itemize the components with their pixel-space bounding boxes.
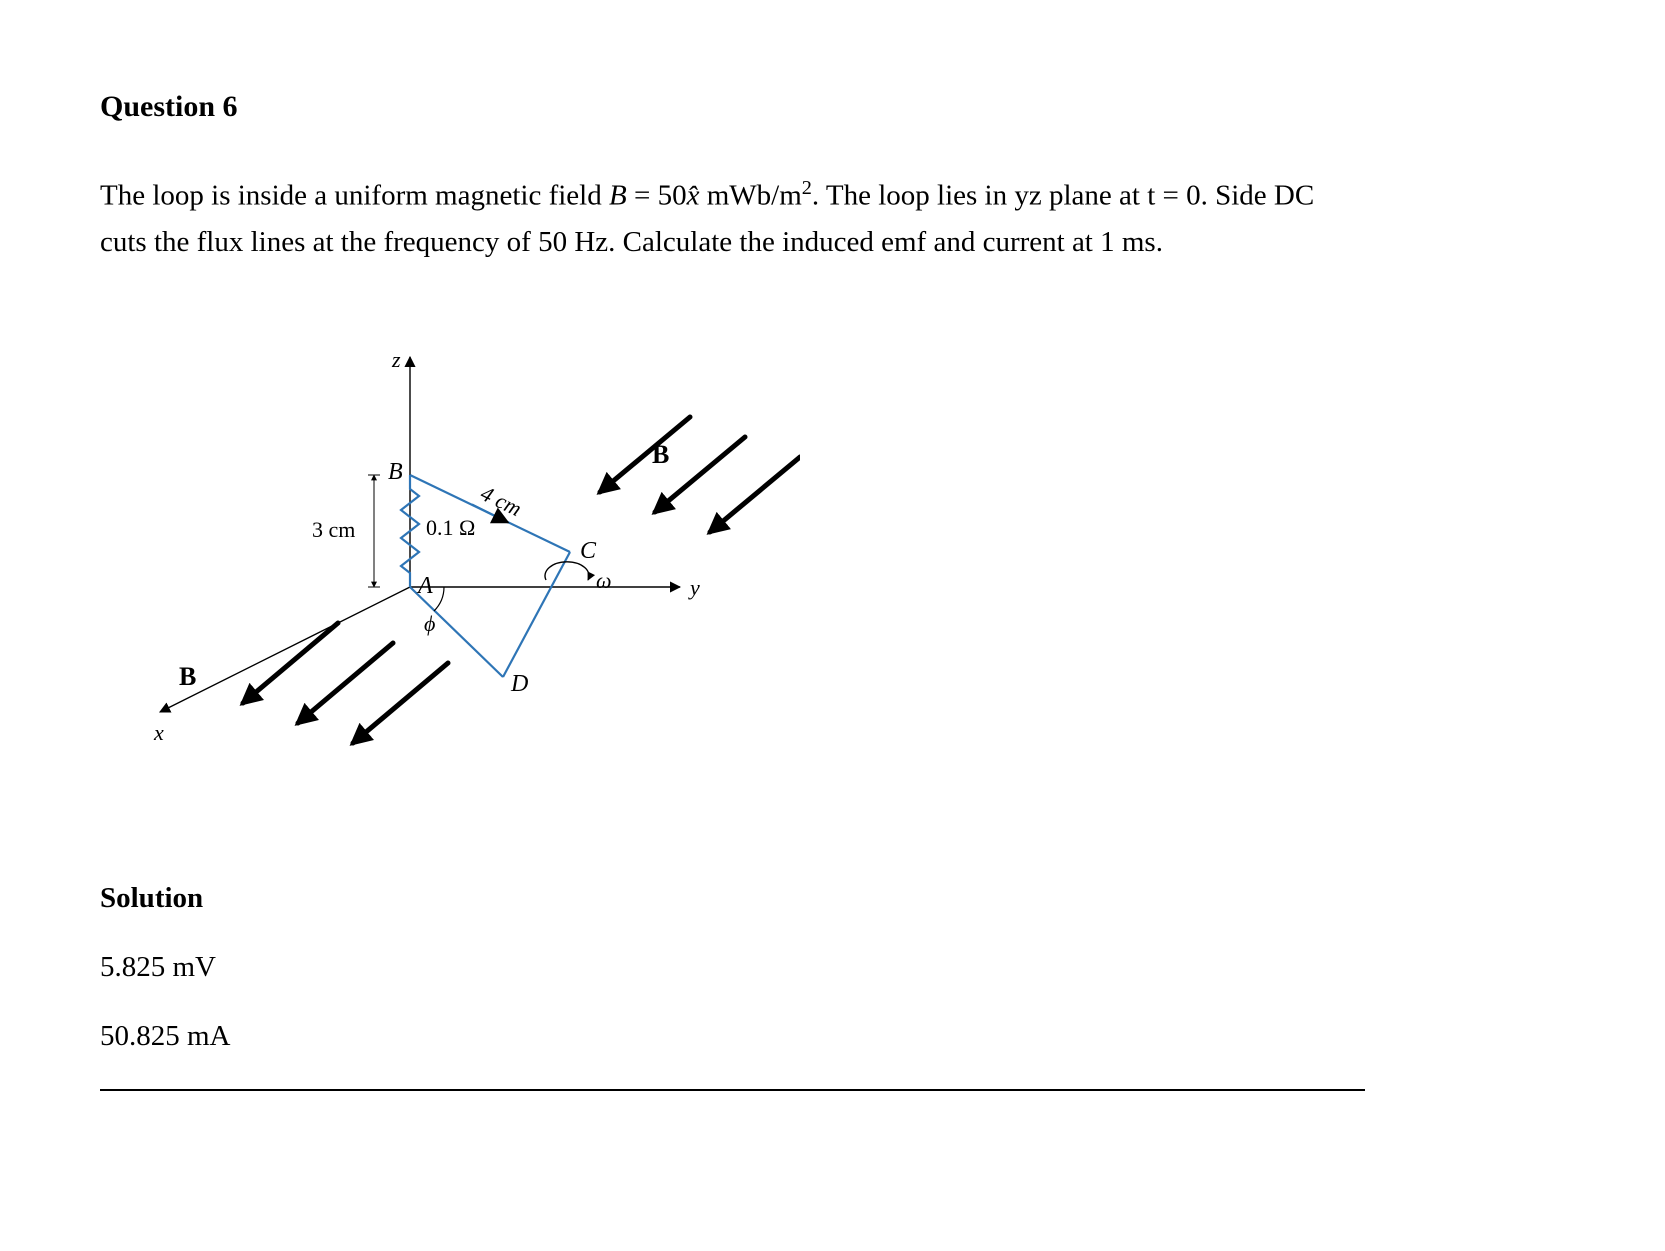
svg-text:B: B: [652, 440, 669, 469]
xhat: x̂: [687, 180, 700, 212]
question-text-part1: The loop is inside a uniform magnetic fi…: [100, 180, 609, 212]
answer-emf: 5.825 mV: [100, 951, 1365, 984]
svg-text:0.1 Ω: 0.1 Ω: [426, 515, 475, 540]
svg-text:B: B: [388, 459, 403, 485]
svg-text:B: B: [179, 662, 196, 691]
figure: z y x A B C D 3 cm 4 cm0.1 Ω ϕ ω B B: [100, 297, 1365, 822]
question-heading: Question 6: [100, 90, 1365, 124]
svg-text:D: D: [510, 671, 528, 697]
solution-heading: Solution: [100, 882, 1365, 915]
svg-text:y: y: [688, 575, 700, 600]
question-text: The loop is inside a uniform magnetic fi…: [100, 172, 1365, 265]
bottom-rule: [100, 1089, 1365, 1091]
b-variable: B: [609, 180, 627, 212]
figure-svg: z y x A B C D 3 cm 4 cm0.1 Ω ϕ ω B B: [100, 297, 800, 817]
svg-text:3 cm: 3 cm: [312, 517, 355, 542]
svg-text:ω: ω: [596, 568, 612, 593]
units1: mWb/m: [699, 180, 801, 212]
svg-text:ϕ: ϕ: [424, 611, 435, 636]
svg-text:C: C: [580, 538, 597, 564]
question-eq: = 50: [627, 180, 687, 212]
svg-text:4 cm: 4 cm: [477, 481, 526, 522]
squared: 2: [802, 177, 812, 199]
svg-text:x: x: [153, 720, 164, 745]
svg-text:A: A: [416, 573, 433, 599]
answer-current: 50.825 mA: [100, 1020, 1365, 1053]
svg-text:z: z: [391, 347, 401, 372]
